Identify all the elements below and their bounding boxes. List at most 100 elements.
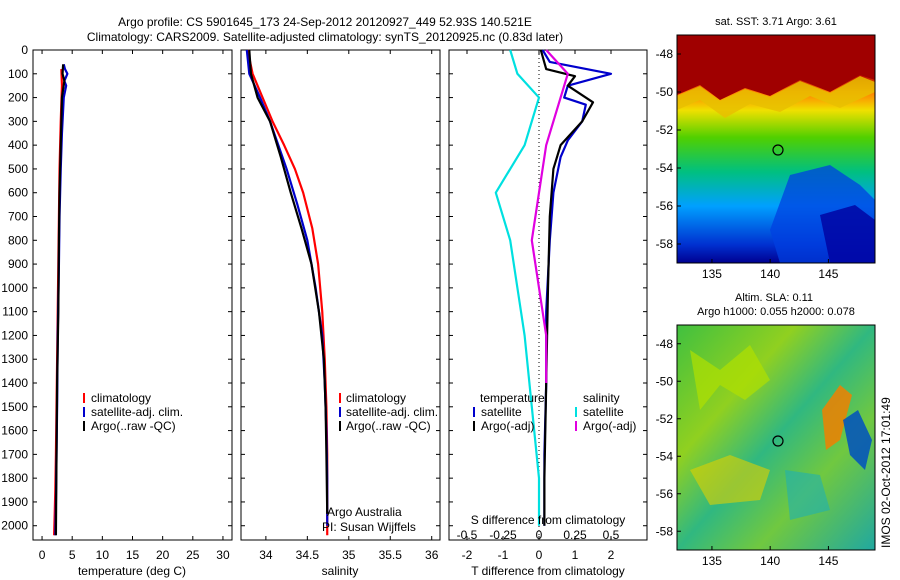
map-x-tick-label: 140 <box>760 554 780 568</box>
map-x-tick-label: 140 <box>760 267 780 281</box>
title-line-2: Climatology: CARS2009. Satellite-adjuste… <box>87 30 563 44</box>
depth-tick-label: 500 <box>8 162 28 176</box>
sla-field <box>677 325 875 550</box>
x-tick-label: 15 <box>126 548 140 562</box>
x-tick-label: 25 <box>186 548 200 562</box>
s-tick-label: 0.5 <box>603 528 620 542</box>
x-tick-label: 0 <box>536 548 543 562</box>
series-line-s-satellite <box>494 49 541 526</box>
depth-tick-label: 1000 <box>1 281 28 295</box>
x-tick-label: 34 <box>259 548 273 562</box>
map-y-tick-label: -48 <box>656 47 674 61</box>
sst-profile-marker <box>772 144 784 156</box>
legend-header-salinity: salinity <box>583 391 620 405</box>
map-y-tick-label: -52 <box>656 123 674 137</box>
annotation-pi: PI: Susan Wijffels <box>322 520 416 534</box>
depth-tick-label: 1400 <box>1 376 28 390</box>
legend-argo: Argo(..raw -QC) <box>346 419 431 433</box>
x-tick-label: 30 <box>216 548 230 562</box>
difference-axes <box>448 49 648 541</box>
x-tick-label: 36 <box>425 548 439 562</box>
depth-tick-label: 100 <box>8 67 28 81</box>
map-y-tick-label: -58 <box>656 237 674 251</box>
sst-map-frame <box>676 34 876 264</box>
depth-tick-label: 1600 <box>1 424 28 438</box>
depth-axis: 0 100 200 300 400 500 600 700 800 900 1000 1100 1200… <box>1 43 647 533</box>
series-line-s-argo-adj- <box>530 49 569 384</box>
sla-map-frame <box>676 324 876 551</box>
depth-tick-label: 300 <box>8 114 28 128</box>
temperature-plot: 0 5 10 15 20 25 30 <box>39 50 230 562</box>
x-tick-label: 35.5 <box>379 548 403 562</box>
sla-heatmap <box>677 325 875 550</box>
x-tick-label: 5 <box>69 548 76 562</box>
map-y-tick-label: -50 <box>656 374 674 388</box>
legend-s-argo: Argo(-adj) <box>583 419 636 433</box>
depth-tick-label: 0 <box>21 43 28 57</box>
sst-warm-band <box>677 76 875 118</box>
depth-tick-label: 700 <box>8 210 28 224</box>
legend-climatology: climatology <box>91 391 151 405</box>
s-difference-label: S difference from climatology <box>471 513 626 527</box>
legend-climatology: climatology <box>346 391 406 405</box>
legend-satellite: satellite-adj. clim. <box>91 405 183 419</box>
sla-warm-blob <box>822 385 852 450</box>
x-tick-label: 35 <box>342 548 356 562</box>
sla-yellow-patch <box>690 455 770 505</box>
salinity-plot: 34 34.5 35 35.5 36 <box>245 49 439 562</box>
salinity-xlabel: salinity <box>322 564 359 578</box>
imos-timestamp: IMOS 02-Oct-2012 17:01:49 <box>879 397 893 548</box>
map-y-tick-label: -56 <box>656 199 674 213</box>
x-tick-label: 34.5 <box>296 548 320 562</box>
depth-tick-label: 400 <box>8 138 28 152</box>
series-line-argo-raw-qc- <box>54 64 66 536</box>
sst-heatmap <box>677 35 875 263</box>
sla-map-axes: 135 140 145 -48 -50 -52 -54 -56 -58 <box>656 337 839 568</box>
x-tick-label: 2 <box>608 548 615 562</box>
depth-tick-label: 600 <box>8 186 28 200</box>
s-tick-label: -0.5 <box>457 528 478 542</box>
depth-tick-label: 800 <box>8 233 28 247</box>
x-tick-label: 1 <box>572 548 579 562</box>
sla-cyan-patch <box>785 470 830 520</box>
depth-tick-label: 1700 <box>1 447 28 461</box>
sst-cold-core <box>820 205 875 263</box>
temperature-xlabel: temperature (deg C) <box>78 564 186 578</box>
map-y-tick-label: -48 <box>656 337 674 351</box>
sla-profile-marker <box>772 435 784 447</box>
map-y-tick-label: -56 <box>656 487 674 501</box>
sla-map-title-2: Argo h1000: 0.055 h2000: 0.078 <box>697 306 855 318</box>
depth-tick-label: 2000 <box>1 519 28 533</box>
depth-tick-label: 1900 <box>1 495 28 509</box>
depth-tick-label: 200 <box>8 91 28 105</box>
map-x-tick-label: 135 <box>702 267 722 281</box>
depth-tick-label: 1300 <box>1 352 28 366</box>
x-tick-label: 10 <box>96 548 110 562</box>
x-tick-label: -1 <box>498 548 509 562</box>
legend-argo: Argo(..raw -QC) <box>91 419 176 433</box>
depth-tick-label: 900 <box>8 257 28 271</box>
map-y-tick-label: -58 <box>656 524 674 538</box>
sst-map-title: sat. SST: 3.71 Argo: 3.61 <box>715 16 837 28</box>
difference-xlabel: T difference from climatology <box>471 564 625 578</box>
s-tick-label: -0.25 <box>489 528 517 542</box>
salinity-legend: climatology satellite-adj. clim. Argo(..… <box>339 391 438 433</box>
map-y-tick-label: -52 <box>656 412 674 426</box>
x-tick-label: 20 <box>156 548 170 562</box>
x-tick-label: -2 <box>462 548 473 562</box>
depth-tick-label: 1500 <box>1 400 28 414</box>
series-line-argo-raw-qc- <box>248 49 329 514</box>
map-x-tick-label: 145 <box>818 554 838 568</box>
difference-legend: temperature salinity satellite Argo(-adj… <box>473 391 636 433</box>
map-y-tick-label: -54 <box>656 449 674 463</box>
title-line-1: Argo profile: CS 5901645_173 24-Sep-2012… <box>118 15 532 29</box>
map-x-tick-label: 145 <box>818 267 838 281</box>
depth-tick-label: 1100 <box>2 305 28 319</box>
map-x-tick-label: 135 <box>702 554 722 568</box>
salinity-axes <box>240 49 441 541</box>
annotation-argo-australia: Argo Australia <box>327 505 402 519</box>
depth-tick-label: 1800 <box>1 471 28 485</box>
sla-low-blob <box>843 410 872 470</box>
